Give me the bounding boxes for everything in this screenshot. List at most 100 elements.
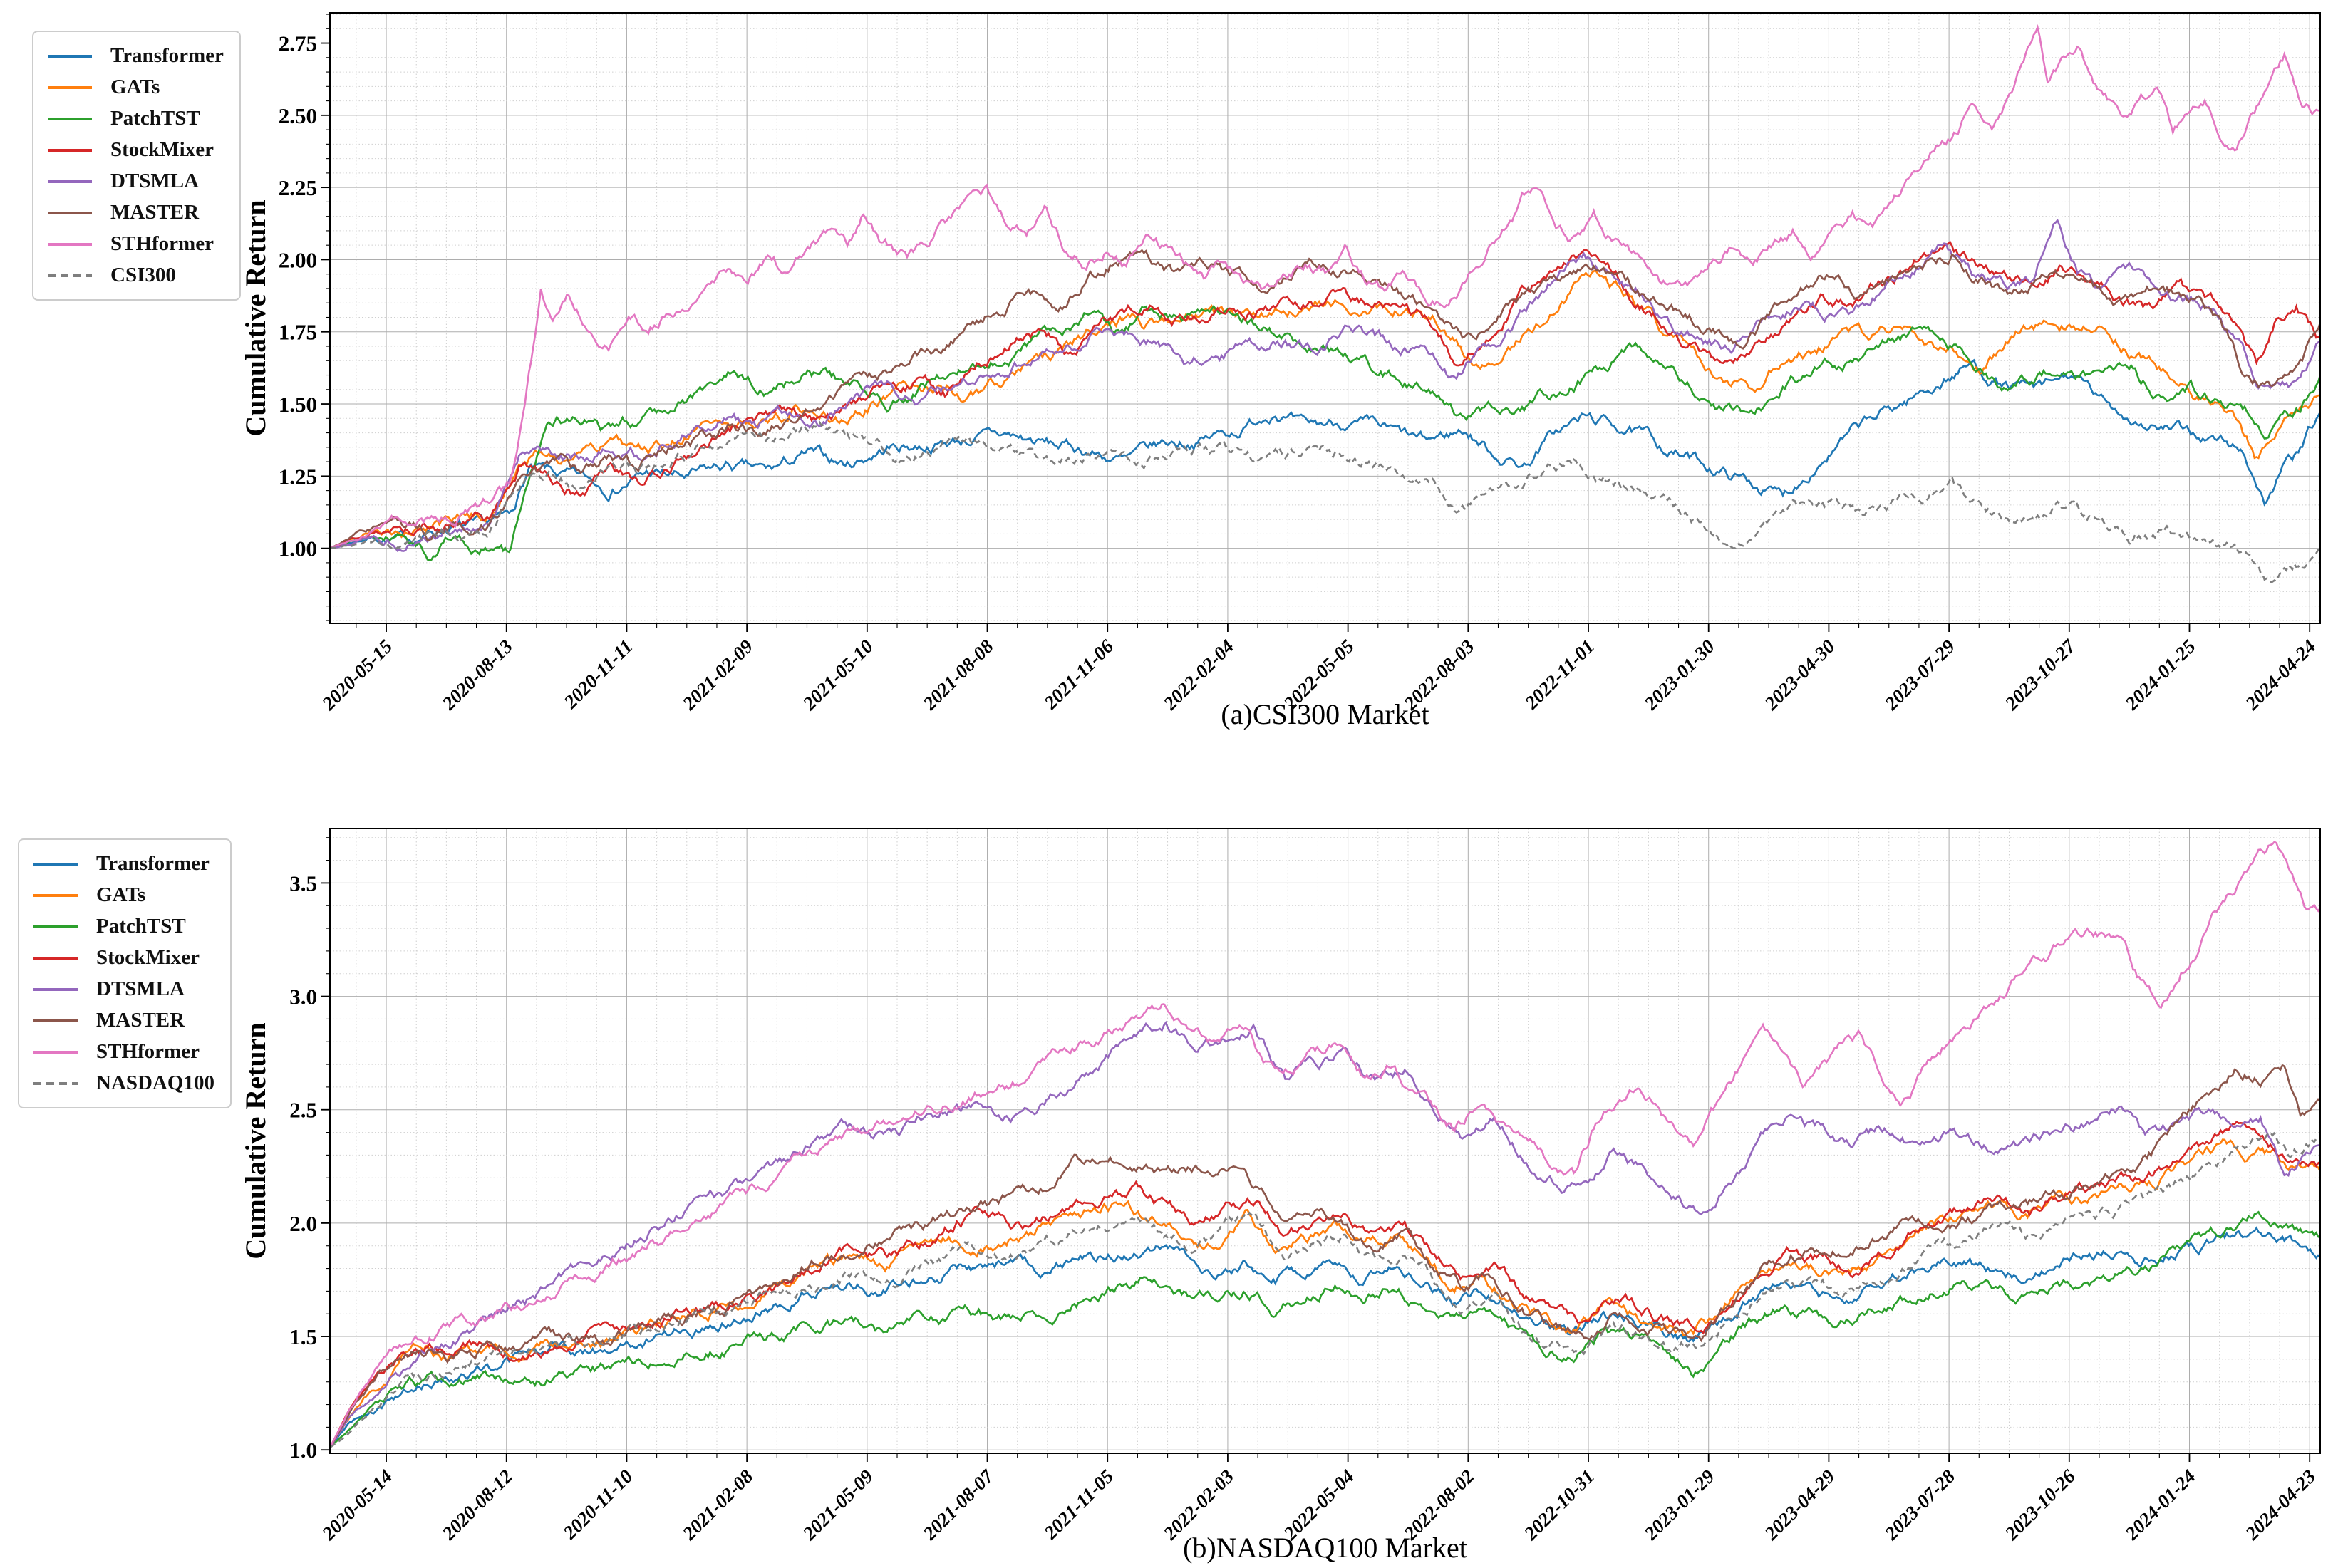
legend-line-swatch [48, 211, 92, 214]
series-line-dtsmla [330, 218, 2320, 553]
series-line-transformer [330, 358, 2320, 549]
x-tick-label: 2023-10-26 [2000, 1465, 2079, 1544]
legend-csi300: Transformer GATs PatchTST StockMixer DTSMLA M… [32, 31, 241, 301]
series-line-stockmixer [330, 1120, 2320, 1448]
x-tick-label: 2022-11-01 [1520, 635, 1598, 714]
legend-line-swatch [48, 85, 92, 89]
x-tick-label: 2022-10-31 [1519, 1465, 1598, 1544]
x-tick-label: 2020-11-10 [559, 1465, 637, 1544]
legend-label: STHformer [110, 232, 214, 255]
x-tick-label: 2021-11-06 [1040, 635, 1118, 714]
legend-label: GATs [110, 76, 160, 98]
series-line-nasdaq100 [330, 1131, 2320, 1449]
x-tick-label: 2020-05-14 [317, 1465, 396, 1544]
legend-label: Transformer [110, 44, 224, 67]
series-line-sthformer [330, 841, 2320, 1448]
x-tick-label: 2021-02-08 [678, 1465, 757, 1544]
series-line-patchtst [330, 1210, 2320, 1448]
x-tick-label: 2023-10-27 [2000, 635, 2080, 715]
legend-line-swatch [33, 956, 78, 960]
y-tick-label: 1.50 [279, 392, 317, 417]
series-line-sthformer [330, 24, 2320, 549]
y-axis-title: Cumulative Return [239, 1022, 271, 1259]
legend-entry-gats: GATs [33, 883, 214, 908]
x-tick-label: 2021-02-09 [678, 635, 757, 715]
legend-entry-dtsmla: DTSMLA [48, 169, 224, 194]
y-tick-label: 1.25 [279, 464, 317, 489]
chart-caption: (a)CSI300 Market [1221, 698, 1429, 730]
x-tick-label: 2020-08-13 [438, 635, 517, 715]
legend-label: DTSMLA [96, 977, 185, 1000]
series-line-dtsmla [330, 1020, 2320, 1448]
y-tick-label: 2.0 [289, 1211, 317, 1236]
legend-entry-patchtst: PatchTST [48, 106, 224, 131]
x-tick-label: 2021-08-07 [919, 1465, 998, 1544]
legend-line-swatch [33, 1050, 78, 1054]
legend-line-swatch [48, 54, 92, 58]
legend-entry-patchtst: PatchTST [33, 914, 214, 939]
legend-label: CSI300 [110, 264, 176, 286]
legend-line-swatch [33, 1019, 78, 1022]
legend-line-swatch [33, 987, 78, 991]
legend-line-swatch [33, 862, 78, 866]
legend-line-swatch [48, 274, 92, 277]
legend-line-swatch [33, 925, 78, 928]
series-line-gats [330, 269, 2320, 549]
legend-entry-sthformer: STHformer [48, 232, 224, 256]
x-tick-label: 2021-05-10 [798, 635, 877, 715]
legend-label: PatchTST [96, 915, 186, 938]
series-line-master [330, 249, 2320, 549]
legend-nasdaq100: Transformer GATs PatchTST StockMixer DTSMLA M… [18, 838, 232, 1108]
y-tick-label: 2.00 [279, 247, 317, 272]
x-tick-label: 2023-04-30 [1760, 635, 1839, 715]
legend-label: DTSMLA [110, 170, 200, 192]
series-group-csi300 [330, 24, 2320, 583]
legend-entry-master: MASTER [48, 200, 224, 225]
y-tick-label: 1.0 [289, 1438, 317, 1463]
y-tick-label: 2.50 [279, 103, 317, 128]
series-line-transformer [330, 1226, 2320, 1448]
legend-entry-stockmixer: StockMixer [48, 137, 224, 162]
x-tick-label: 2021-05-09 [798, 1465, 877, 1544]
x-tick-label: 2020-08-12 [438, 1465, 517, 1544]
x-tick-label: 2024-01-25 [2121, 635, 2200, 715]
chart-csi300: 2020-05-15 2020-08-13 2020-11-11 2021-02-09… [239, 12, 2321, 730]
legend-line-swatch [48, 117, 92, 120]
legend-label: GATs [96, 883, 146, 906]
legend-entry-gats: GATs [48, 75, 224, 100]
legend-label: STHformer [96, 1040, 200, 1063]
y-tick-label: 2.5 [289, 1098, 317, 1123]
x-tick-label: 2020-05-15 [317, 635, 396, 715]
legend-label: MASTER [96, 1009, 185, 1032]
series-line-gats [330, 1138, 2320, 1448]
x-tick-label: 2024-04-23 [2240, 1465, 2319, 1544]
legend-label: MASTER [110, 201, 200, 224]
legend-line-swatch [48, 242, 92, 246]
legend-entry-csi300: CSI300 [48, 263, 224, 288]
x-tick-label: 2021-08-08 [919, 635, 998, 715]
series-line-master [330, 1064, 2320, 1448]
legend-label: NASDAQ100 [96, 1071, 214, 1094]
legend-entry-transformer: Transformer [33, 851, 214, 876]
y-tick-label: 1.5 [289, 1324, 317, 1349]
series-line-stockmixer [330, 240, 2320, 549]
legend-label: PatchTST [110, 107, 200, 130]
legend-entry-transformer: Transformer [48, 43, 224, 68]
x-tick-label: 2021-11-05 [1040, 1465, 1118, 1544]
legend-line-swatch [33, 1081, 78, 1085]
x-tick-label: 2023-07-28 [1880, 1465, 1959, 1544]
x-tick-label: 2023-01-29 [1640, 1465, 1719, 1544]
legend-line-swatch [33, 893, 78, 897]
x-tick-label: 2024-01-24 [2121, 1465, 2200, 1544]
legend-line-swatch [48, 180, 92, 183]
legend-entry-sthformer: STHformer [33, 1039, 214, 1064]
y-tick-label: 2.75 [279, 31, 317, 56]
legend-entry-master: MASTER [33, 1008, 214, 1033]
y-axis-title: Cumulative Return [239, 199, 271, 436]
legend-entry-dtsmla: DTSMLA [33, 977, 214, 1002]
legend-line-swatch [48, 148, 92, 152]
y-tick-label: 2.25 [279, 175, 317, 200]
legend-label: StockMixer [96, 946, 200, 969]
y-tick-label: 3.5 [289, 871, 317, 895]
